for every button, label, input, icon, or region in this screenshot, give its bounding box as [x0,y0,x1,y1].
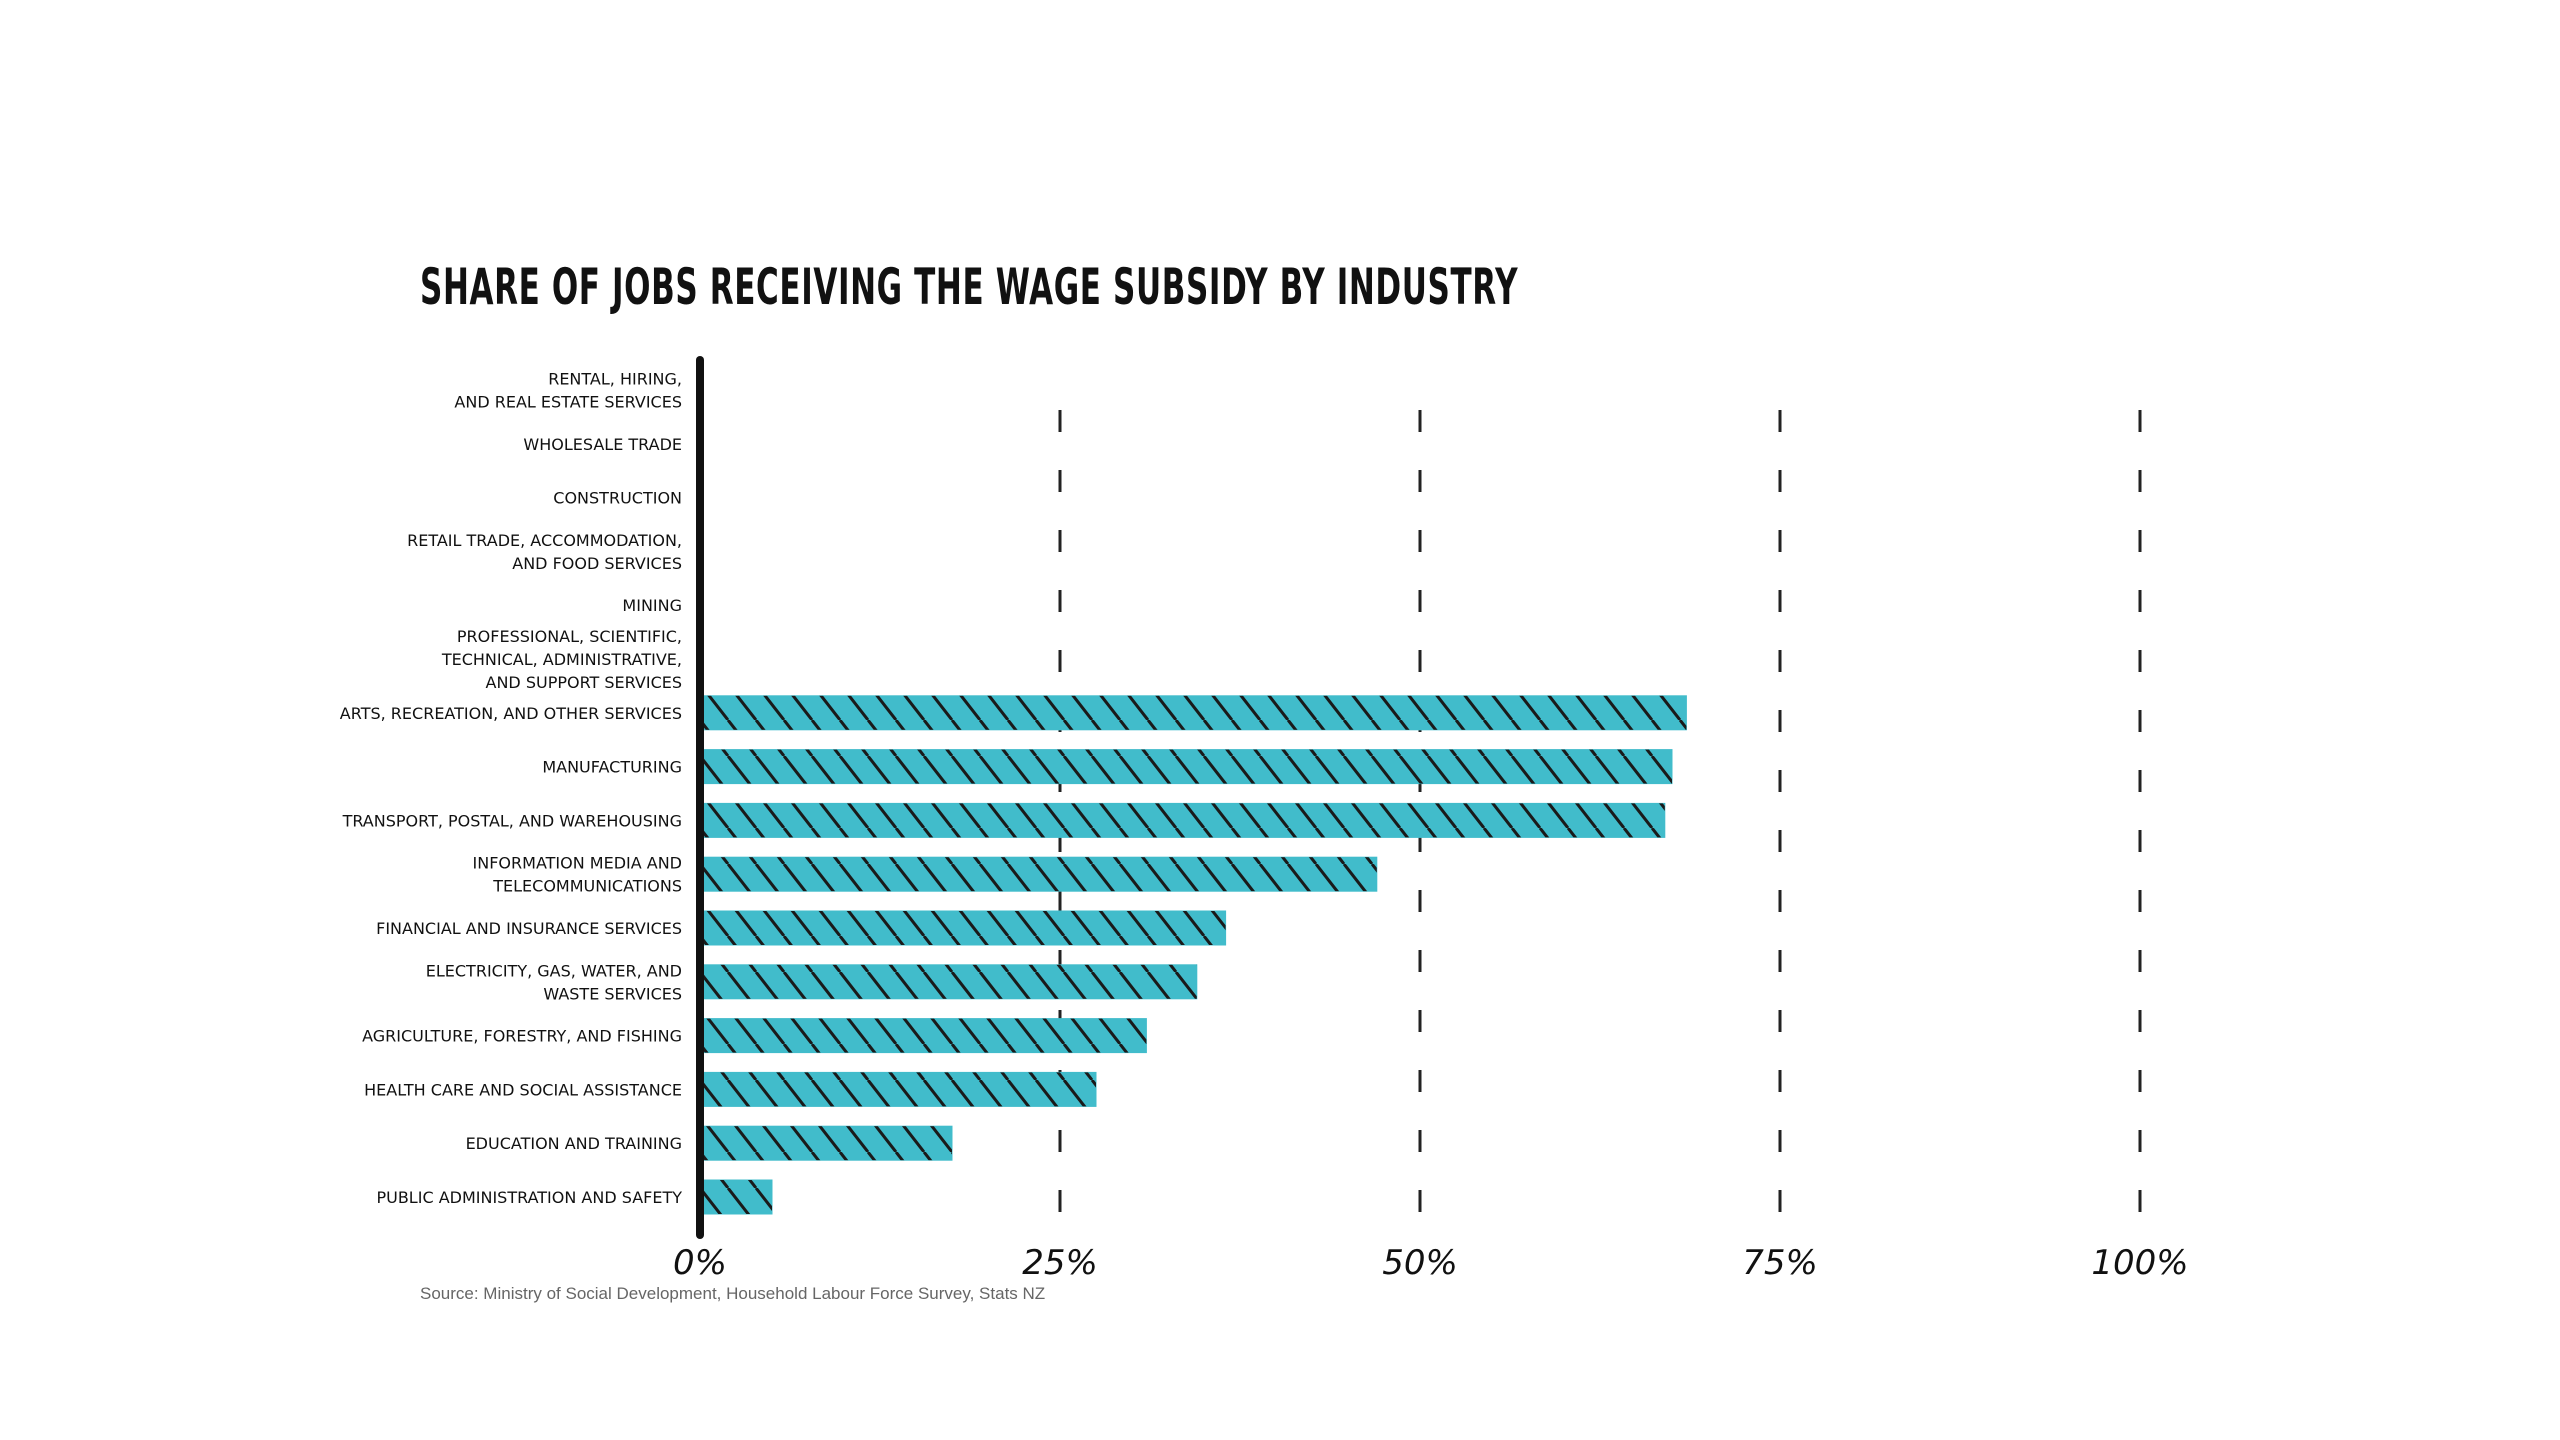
bar-hatch-6 [700,695,1687,730]
bar-hatch-7 [700,749,1672,784]
category-label-8: TRANSPORT, POSTAL, AND WAREHOUSING [342,811,682,830]
x-tick-label-100: 100% [2091,1243,2188,1283]
bar-hatch-9 [700,857,1377,892]
category-label-5: PROFESSIONAL, SCIENTIFIC, TECHNICAL, ADMI… [441,627,682,692]
x-tick-labels: 0% 25% 50% 75% 100% [673,1243,2189,1283]
source-note: Source: Ministry of Social Development, … [420,1284,1046,1303]
bar-hatch-13 [700,1072,1096,1107]
category-label-10: FINANCIAL AND INSURANCE SERVICES [376,919,682,938]
bar-hatch-12 [700,1018,1147,1053]
x-tick-label-50: 50% [1382,1243,1458,1283]
category-label-14: EDUCATION AND TRAINING [466,1134,682,1153]
bar-hatch-11 [700,964,1197,999]
category-label-12: AGRICULTURE, FORESTRY, AND FISHING [362,1027,682,1046]
category-label-0: RENTAL, HIRING, AND REAL ESTATE SERVICES [454,370,682,412]
category-label-9: INFORMATION MEDIA AND TELECOMMUNICATIONS [473,854,682,896]
chart-title: SHARE OF JOBS RECEIVING THE WAGE SUBSIDY… [420,258,1519,316]
bar-hatch-10 [700,911,1226,945]
category-label-2: CONSTRUCTION [553,489,682,508]
category-label-3: RETAIL TRADE, ACCOMMODATION, AND FOOD SER… [407,531,682,573]
bars [699,695,1687,1215]
category-label-1: WHOLESALE TRADE [523,435,682,454]
bar-hatch-14 [700,1126,952,1161]
category-label-11: ELECTRICITY, GAS, WATER, AND WASTE SERVIC… [426,961,682,1003]
category-label-6: ARTS, RECREATION, AND OTHER SERVICES [340,704,682,723]
category-label-7: MANUFACTURING [542,758,682,777]
category-labels: RENTAL, HIRING, AND REAL ESTATE SERVICES W… [340,370,682,1208]
x-tick-label-25: 25% [1022,1243,1098,1283]
category-label-4: MINING [622,596,682,615]
x-tick-label-0: 0% [673,1243,727,1283]
category-label-15: PUBLIC ADMINISTRATION AND SAFETY [376,1188,682,1207]
x-tick-label-75: 75% [1742,1243,1818,1283]
bar-hatch-8 [700,803,1665,838]
category-label-13: HEALTH CARE AND SOCIAL ASSISTANCE [364,1080,682,1099]
bar-hatch-15 [700,1180,772,1214]
